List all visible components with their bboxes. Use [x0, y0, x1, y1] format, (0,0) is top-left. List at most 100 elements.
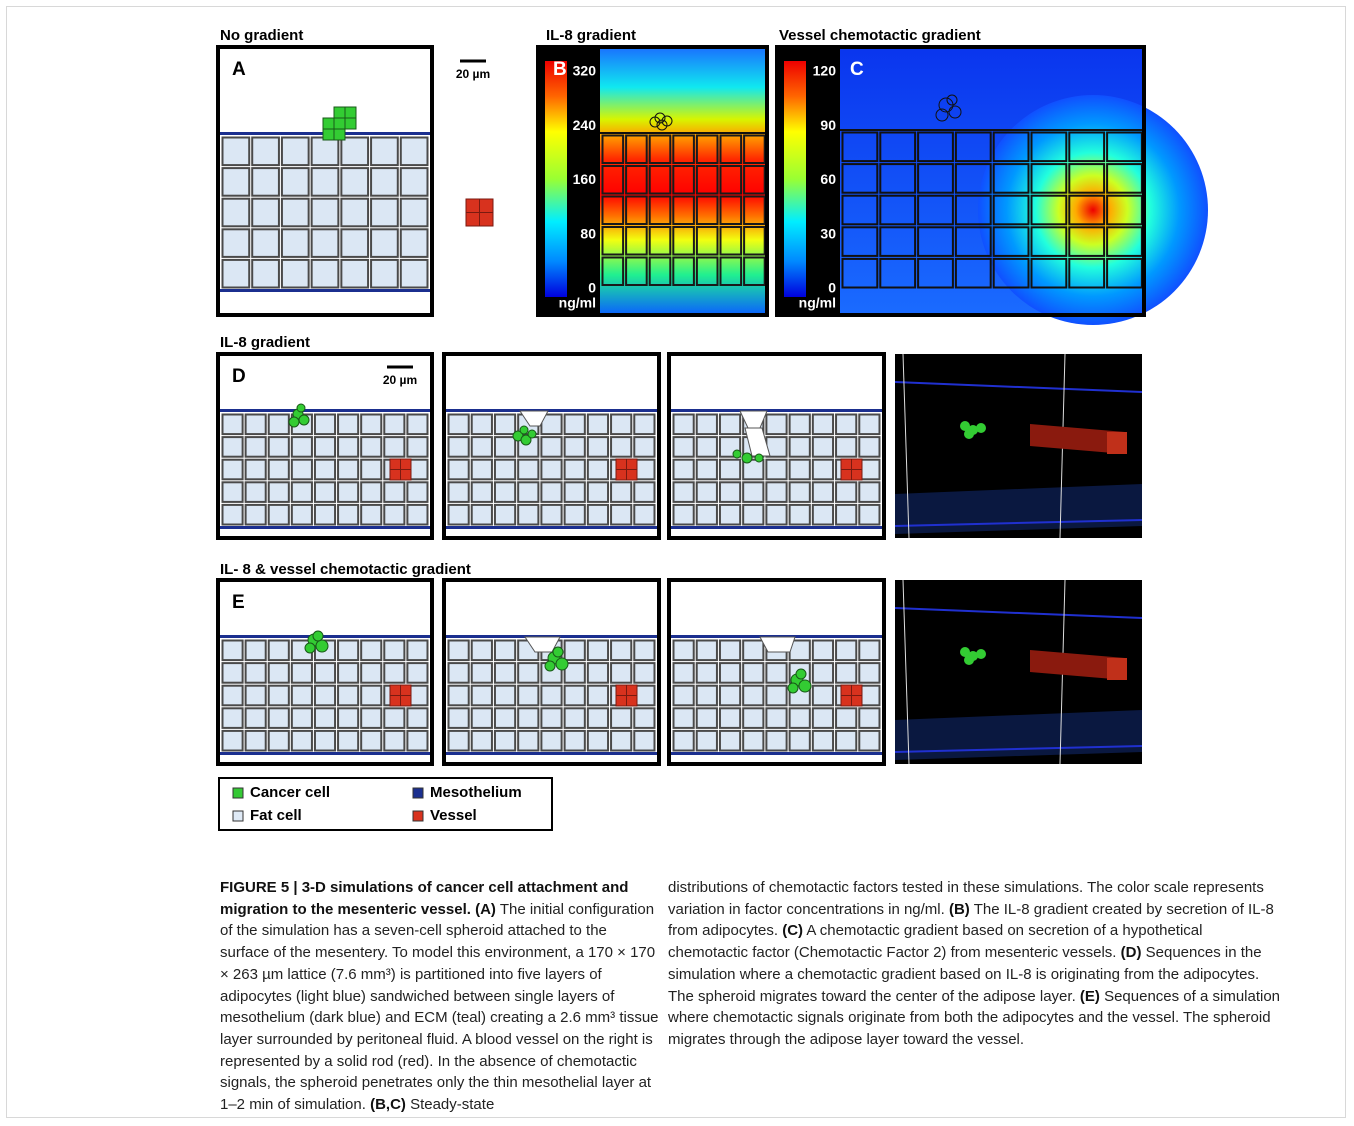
- colorbar-tick: 160: [573, 171, 597, 187]
- fat-cell: [472, 460, 492, 480]
- fat-cell: [361, 415, 381, 435]
- fat-cell: [565, 437, 585, 457]
- cancer-cell: [305, 643, 315, 653]
- fat-cell: [697, 505, 717, 525]
- colorbar-tick: 30: [820, 225, 836, 241]
- fat-cell: [407, 663, 427, 683]
- fat-cell: [565, 415, 585, 435]
- fat-cell: [495, 415, 515, 435]
- legend-swatch: [413, 788, 423, 798]
- fat-cell: [223, 460, 243, 480]
- cancer-cell: [334, 107, 345, 118]
- fat-cell: [407, 505, 427, 525]
- legend-swatch: [233, 811, 243, 821]
- fat-cell: [674, 415, 694, 435]
- fat-cell: [697, 731, 717, 751]
- fat-cell: [697, 663, 717, 683]
- caption-text: (B,C): [370, 1096, 406, 1113]
- cancer-cell: [556, 658, 568, 670]
- cancer-cell: [799, 680, 811, 692]
- cancer-cell: [742, 453, 752, 463]
- fat-cell: [282, 168, 309, 196]
- fat-cell: [338, 641, 358, 661]
- fat-cell: [859, 663, 879, 683]
- fat-cell: [246, 731, 266, 751]
- caption-text: (E): [1080, 988, 1100, 1005]
- fat-cell: [588, 731, 608, 751]
- fat-cell: [361, 731, 381, 751]
- fat-cell: [223, 138, 250, 166]
- cancer-cell: [297, 404, 305, 412]
- fat-cell: [859, 731, 879, 751]
- fat-cell: [312, 229, 339, 257]
- fat-cell: [766, 708, 786, 728]
- fat-cell: [401, 199, 428, 227]
- fat-cell: [449, 437, 469, 457]
- fat-cell: [565, 731, 585, 751]
- fat-cell: [315, 482, 335, 502]
- fat-cell: [269, 708, 289, 728]
- fat-cell: [611, 505, 631, 525]
- colorbar-tick: 0: [828, 280, 836, 296]
- fat-cell: [407, 708, 427, 728]
- fat-cell: [361, 505, 381, 525]
- fat-cell: [790, 460, 810, 480]
- cancer-cell: [964, 429, 974, 439]
- cancer-cell: [520, 426, 528, 434]
- mesothelium: [220, 526, 430, 529]
- fat-cell: [813, 460, 833, 480]
- fat-cell: [836, 482, 856, 502]
- fat-cell: [449, 415, 469, 435]
- colorbar-tick: 320: [573, 63, 597, 79]
- fat-cell: [449, 460, 469, 480]
- fat-cell: [836, 437, 856, 457]
- fat-cell: [720, 415, 740, 435]
- fat-cell: [269, 437, 289, 457]
- legend-label: Mesothelium: [430, 784, 522, 801]
- mesothelium: [220, 635, 430, 638]
- legend-label: Fat cell: [250, 807, 302, 824]
- fat-cell: [472, 663, 492, 683]
- fat-cell: [292, 663, 312, 683]
- fat-cell: [766, 415, 786, 435]
- fat-cell: [495, 460, 515, 480]
- fat-cell: [292, 708, 312, 728]
- fat-cell: [371, 229, 398, 257]
- panel-label: C: [850, 59, 864, 80]
- fat-cell: [361, 708, 381, 728]
- fat-cell: [315, 505, 335, 525]
- fat-cell: [720, 731, 740, 751]
- fat-cell: [315, 686, 335, 706]
- colorbar: [545, 61, 567, 297]
- fat-cell: [836, 415, 856, 435]
- fat-cell: [495, 505, 515, 525]
- fat-cell: [407, 482, 427, 502]
- fat-cell: [341, 260, 368, 288]
- fat-cell: [518, 482, 538, 502]
- fat-cell: [384, 482, 404, 502]
- fat-cell: [495, 708, 515, 728]
- cancer-cell: [334, 129, 345, 140]
- fat-cell: [315, 731, 335, 751]
- fat-cell: [384, 731, 404, 751]
- fat-cell: [269, 641, 289, 661]
- fat-cell: [565, 686, 585, 706]
- fat-cell: [407, 641, 427, 661]
- fat-cell: [611, 731, 631, 751]
- fat-cell: [384, 663, 404, 683]
- fat-cell: [720, 708, 740, 728]
- legend-label: Cancer cell: [250, 784, 330, 801]
- fat-cell: [315, 460, 335, 480]
- caption-right: distributions of chemotactic factors tes…: [668, 877, 1283, 1051]
- fat-cell: [252, 168, 279, 196]
- fat-cell: [407, 437, 427, 457]
- fat-cell: [674, 482, 694, 502]
- cancer-cell: [299, 415, 309, 425]
- fat-cell: [315, 708, 335, 728]
- fat-cell: [565, 641, 585, 661]
- fat-cell: [312, 168, 339, 196]
- cancer-cell: [345, 118, 356, 129]
- fat-cell: [634, 708, 654, 728]
- heading: No gradient: [220, 27, 303, 44]
- fat-cell: [565, 482, 585, 502]
